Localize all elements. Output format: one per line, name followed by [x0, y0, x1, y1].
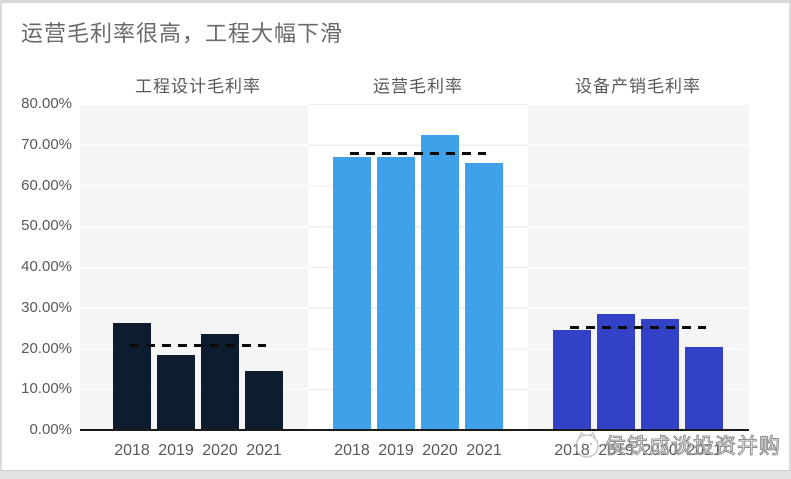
bottom-strip [0, 470, 791, 479]
bar-group2-2020 [421, 135, 459, 430]
x-axis-year-label: 2018 [334, 442, 370, 459]
y-axis-tick-label: 50.00% [21, 217, 72, 235]
x-axis-year-label: 2019 [158, 442, 194, 459]
x-axis-year-label: 2019 [598, 442, 634, 459]
bar-group3-2018 [553, 330, 591, 430]
y-axis-tick-label: 20.00% [21, 339, 72, 357]
y-axis-tick-label: 10.00% [21, 380, 72, 398]
bar-group2-2021 [465, 163, 503, 430]
bar-group1-2020 [201, 334, 239, 430]
y-axis-tick-label: 70.00% [21, 135, 72, 153]
average-dash-line-group3 [570, 326, 706, 330]
bar-group3-2019 [597, 314, 635, 430]
y-axis-tick-label: 30.00% [21, 298, 72, 316]
bar-group2-2018 [333, 156, 371, 430]
x-axis-year-label: 2020 [422, 442, 458, 459]
x-axis-year-label: 2018 [554, 442, 590, 459]
average-dash-line-group2 [350, 151, 486, 155]
bar-group3-2020 [641, 319, 679, 430]
x-axis-year-label: 2021 [686, 442, 722, 459]
bar-group3-2021 [685, 346, 723, 430]
x-axis-line [80, 429, 749, 431]
group-header-3: 设备产销毛利率 [575, 77, 701, 96]
average-dash-line-group1 [130, 344, 266, 348]
x-axis-year-label: 2020 [202, 442, 238, 459]
bar-group1-2021 [245, 370, 283, 430]
x-axis-year-label: 2018 [114, 442, 150, 459]
y-axis-tick-label: 80.00% [21, 95, 72, 112]
group-header-1: 工程设计毛利率 [135, 77, 261, 96]
bar-group1-2019 [157, 355, 195, 430]
y-axis-tick-label: 60.00% [21, 176, 72, 194]
x-axis-year-label: 2021 [246, 442, 282, 459]
group-header-2: 运营毛利率 [373, 77, 463, 96]
y-axis-tick-label: 40.00% [21, 258, 72, 275]
chart-title: 运营毛利率很高，工程大幅下滑 [21, 21, 344, 46]
x-axis-year-label: 2021 [466, 442, 502, 459]
x-axis-year-label: 2020 [642, 442, 678, 459]
y-axis-tick-label: 0.00% [29, 421, 72, 438]
bar-group1-2018 [113, 322, 151, 430]
x-axis-year-label: 2019 [378, 442, 414, 459]
bar-group2-2019 [377, 157, 415, 430]
